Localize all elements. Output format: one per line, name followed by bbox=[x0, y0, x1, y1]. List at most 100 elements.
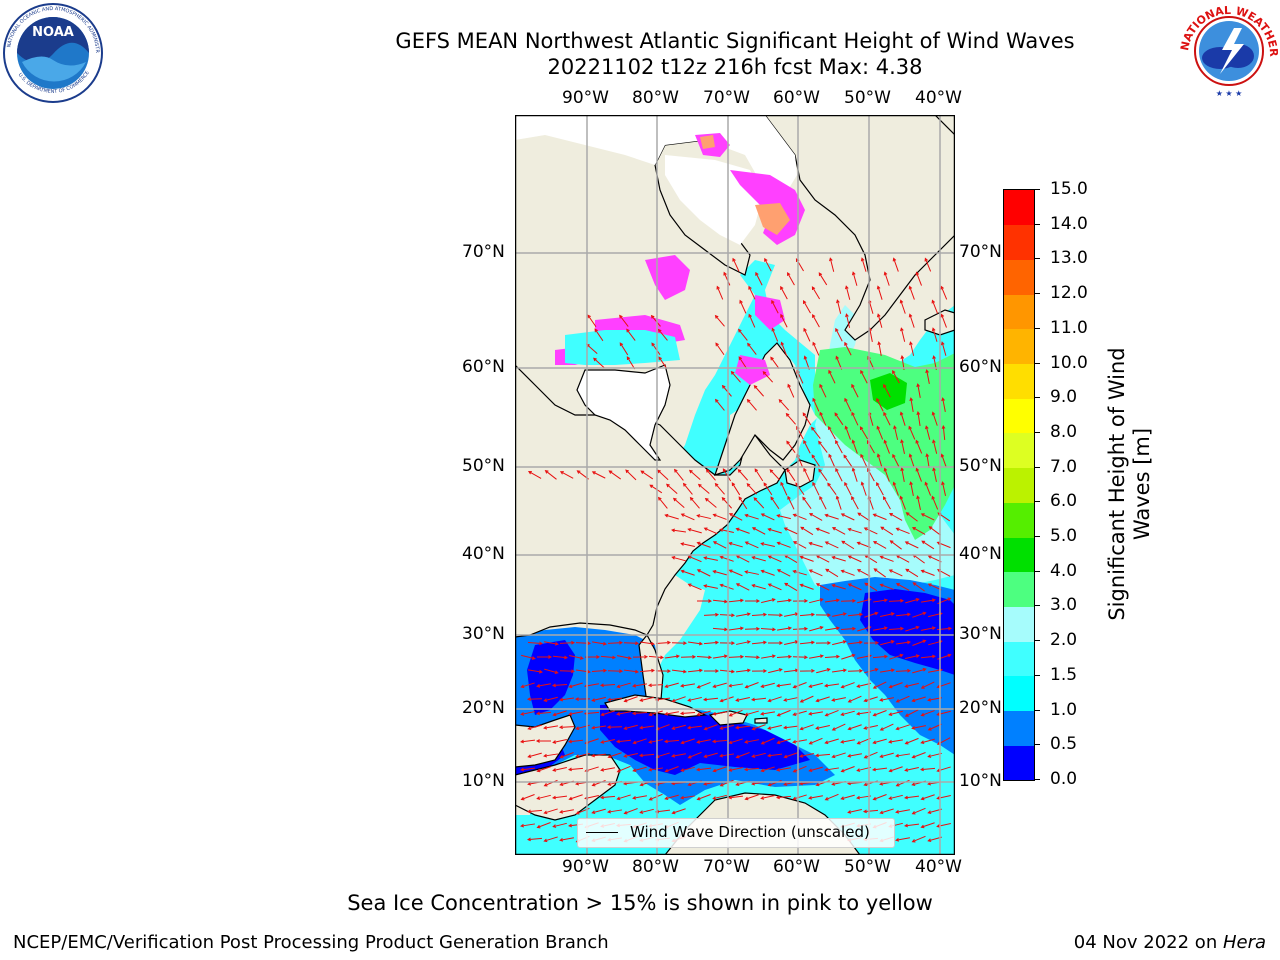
wind-wave-arrow bbox=[888, 766, 903, 773]
wind-wave-arrow bbox=[712, 541, 727, 549]
wind-wave-arrow bbox=[825, 568, 839, 578]
wind-wave-arrow bbox=[527, 641, 544, 646]
lon-label-bottom-70w: 70°W bbox=[703, 857, 750, 877]
wind-wave-arrow bbox=[792, 626, 809, 631]
wind-wave-arrow bbox=[719, 724, 734, 730]
wind-wave-arrow bbox=[528, 669, 543, 674]
wind-wave-arrow bbox=[876, 425, 884, 440]
wind-wave-arrow bbox=[904, 541, 919, 549]
wind-wave-arrow bbox=[915, 467, 922, 482]
wind-wave-arrow bbox=[802, 300, 811, 314]
wind-wave-arrow bbox=[895, 583, 910, 591]
wind-wave-arrow bbox=[703, 584, 718, 589]
wind-wave-arrow bbox=[895, 724, 910, 731]
wind-wave-arrow bbox=[625, 469, 637, 481]
lat-label-right-20n: 20°N bbox=[959, 698, 1002, 718]
wind-wave-arrow bbox=[696, 514, 711, 520]
wind-wave-arrow bbox=[640, 641, 655, 646]
wind-wave-arrow bbox=[900, 327, 906, 342]
wind-wave-arrow bbox=[828, 369, 836, 384]
wind-wave-arrow bbox=[552, 795, 568, 800]
wind-wave-arrow bbox=[904, 795, 920, 800]
wind-wave-arrow bbox=[841, 653, 856, 660]
wind-wave-arrow bbox=[909, 481, 914, 496]
wind-wave-arrow bbox=[775, 795, 792, 800]
colorbar-tick-label: 1.0 bbox=[1050, 699, 1078, 720]
wind-wave-arrow bbox=[608, 470, 622, 480]
wind-wave-arrow bbox=[648, 710, 663, 717]
wind-wave-arrow bbox=[812, 313, 820, 328]
wind-wave-arrow bbox=[687, 696, 702, 702]
wind-wave-arrow bbox=[719, 555, 734, 562]
wind-wave-arrow bbox=[920, 822, 935, 829]
wind-wave-arrow bbox=[543, 696, 558, 702]
ocean-deepblue-midatl bbox=[860, 589, 955, 675]
colorbar-tick-mark bbox=[1034, 779, 1040, 780]
wind-wave-arrow bbox=[824, 709, 839, 717]
wind-wave-arrow bbox=[735, 668, 751, 673]
wind-wave-arrow bbox=[746, 483, 758, 495]
wind-wave-arrow bbox=[883, 439, 890, 454]
wind-wave-arrow bbox=[840, 682, 855, 689]
wind-wave-arrow bbox=[802, 412, 812, 426]
wind-wave-arrow bbox=[819, 411, 827, 426]
wind-wave-arrow bbox=[762, 371, 774, 383]
wind-wave-arrow bbox=[921, 598, 936, 603]
lat-label-left-50n: 50°N bbox=[462, 456, 505, 476]
wind-wave-arrow bbox=[847, 753, 862, 758]
wind-wave-arrow bbox=[735, 725, 751, 730]
wind-wave-arrow bbox=[559, 471, 574, 479]
wind-wave-arrow bbox=[803, 467, 811, 482]
lat-label-left-10n: 10°N bbox=[462, 771, 505, 791]
wind-wave-arrow bbox=[841, 540, 855, 550]
wind-wave-arrow bbox=[559, 752, 574, 759]
lon-label-bottom-80w: 80°W bbox=[632, 857, 679, 877]
wind-wave-arrow bbox=[921, 626, 936, 631]
wind-wave-arrow bbox=[559, 809, 574, 814]
wind-wave-arrow bbox=[818, 468, 828, 481]
wind-wave-arrow bbox=[883, 383, 891, 398]
wind-wave-arrow bbox=[844, 481, 852, 496]
wind-wave-arrow bbox=[771, 327, 779, 342]
wind-wave-arrow bbox=[744, 710, 759, 717]
wind-wave-arrow bbox=[909, 341, 915, 356]
wind-wave-arrow bbox=[924, 481, 932, 496]
wind-wave-arrow bbox=[843, 454, 853, 468]
wind-wave-arrow bbox=[859, 426, 869, 440]
wind-wave-arrow bbox=[895, 837, 910, 842]
colorbar-tick-mark bbox=[1034, 223, 1040, 225]
wind-wave-arrow bbox=[904, 709, 919, 717]
wind-wave-arrow bbox=[919, 767, 936, 772]
wind-wave-arrow bbox=[912, 667, 927, 674]
wind-wave-arrow bbox=[803, 327, 811, 342]
wind-wave-arrow bbox=[719, 779, 734, 787]
wind-wave-arrow bbox=[744, 682, 759, 689]
wind-wave-arrow bbox=[941, 481, 947, 496]
wind-wave-arrow bbox=[657, 496, 668, 509]
wind-wave-arrow bbox=[527, 724, 542, 731]
wind-wave-arrow bbox=[619, 342, 629, 356]
wind-wave-arrow bbox=[744, 739, 759, 744]
wind-wave-arrow bbox=[552, 710, 567, 717]
wind-wave-arrow bbox=[527, 752, 542, 759]
wind-wave-arrow bbox=[911, 696, 926, 703]
wind-wave-arrow bbox=[657, 469, 669, 481]
wind-wave-arrow bbox=[892, 481, 899, 496]
wind-wave-arrow bbox=[754, 468, 764, 482]
wind-wave-arrow bbox=[666, 483, 678, 495]
colorbar-segment bbox=[1004, 294, 1034, 330]
wind-wave-arrow bbox=[648, 767, 663, 772]
lon-label-bottom-50w: 50°W bbox=[844, 857, 891, 877]
wind-wave-arrow bbox=[655, 640, 672, 645]
colorbar-tick-mark bbox=[1034, 640, 1040, 642]
wind-wave-arrow bbox=[895, 612, 911, 617]
wind-wave-arrow bbox=[728, 738, 743, 745]
wind-wave-arrow bbox=[851, 411, 859, 426]
wind-wave-arrow bbox=[552, 655, 568, 660]
wind-wave-arrow bbox=[755, 271, 763, 286]
wind-wave-arrow bbox=[591, 668, 608, 673]
wind-wave-arrow bbox=[845, 285, 851, 300]
wind-wave-arrow bbox=[607, 669, 624, 674]
wind-wave-arrow bbox=[792, 513, 807, 521]
wind-wave-arrow bbox=[776, 709, 791, 717]
